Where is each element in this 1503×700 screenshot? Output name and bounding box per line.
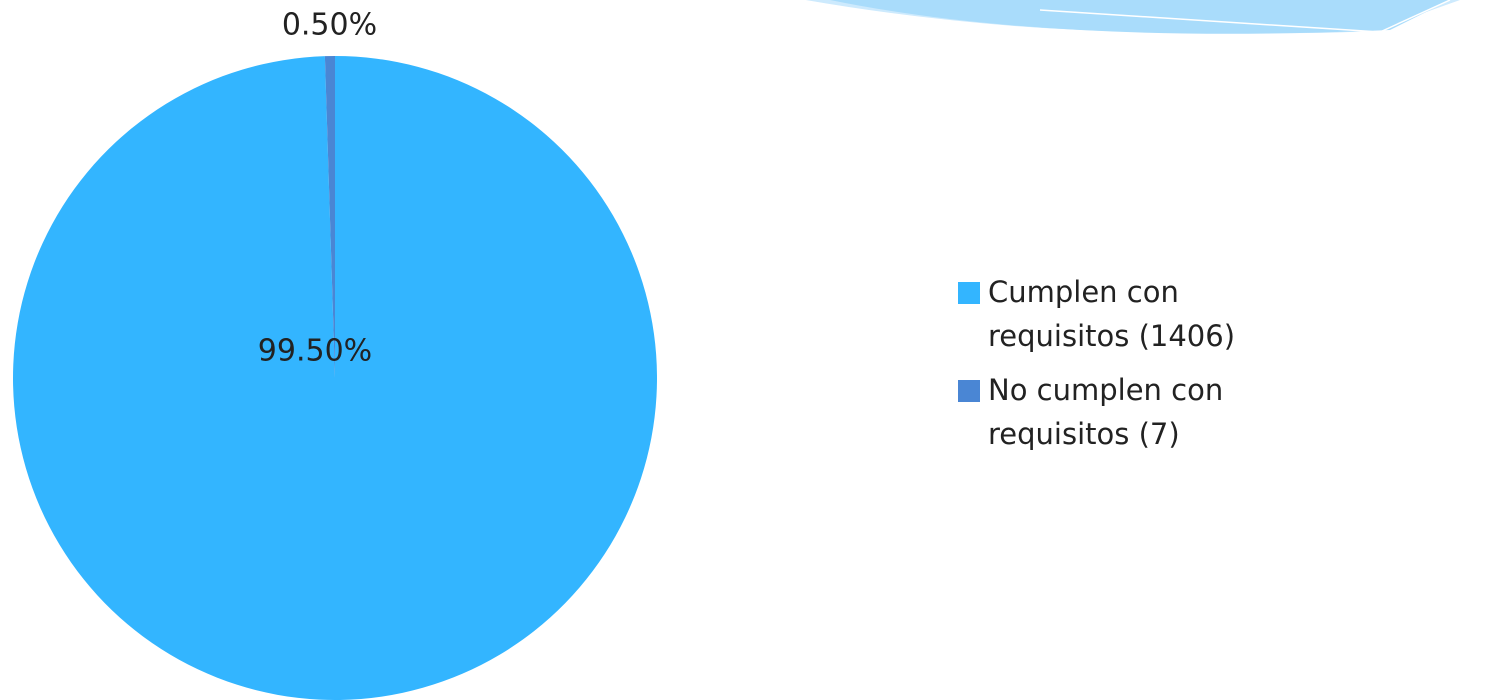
data-label: 99.50%: [258, 334, 372, 369]
legend-item: Cumplen con requisitos (1406): [958, 270, 1298, 358]
legend-label: No cumplen con requisitos (7): [988, 373, 1224, 451]
data-label: 0.50%: [282, 8, 377, 43]
wave-line: [1039, 0, 1451, 33]
wave-line: [799, 0, 1376, 37]
legend-item: No cumplen con requisitos (7): [958, 368, 1298, 456]
pie-slice: [324, 56, 335, 378]
decoration: [799, 0, 1460, 37]
legend-swatch: [958, 282, 980, 304]
legend: Cumplen con requisitos (1406) No cumplen …: [958, 270, 1298, 466]
legend-swatch: [958, 380, 980, 402]
legend-label: Cumplen con requisitos (1406): [988, 275, 1236, 353]
pie-slice: [12, 56, 657, 700]
